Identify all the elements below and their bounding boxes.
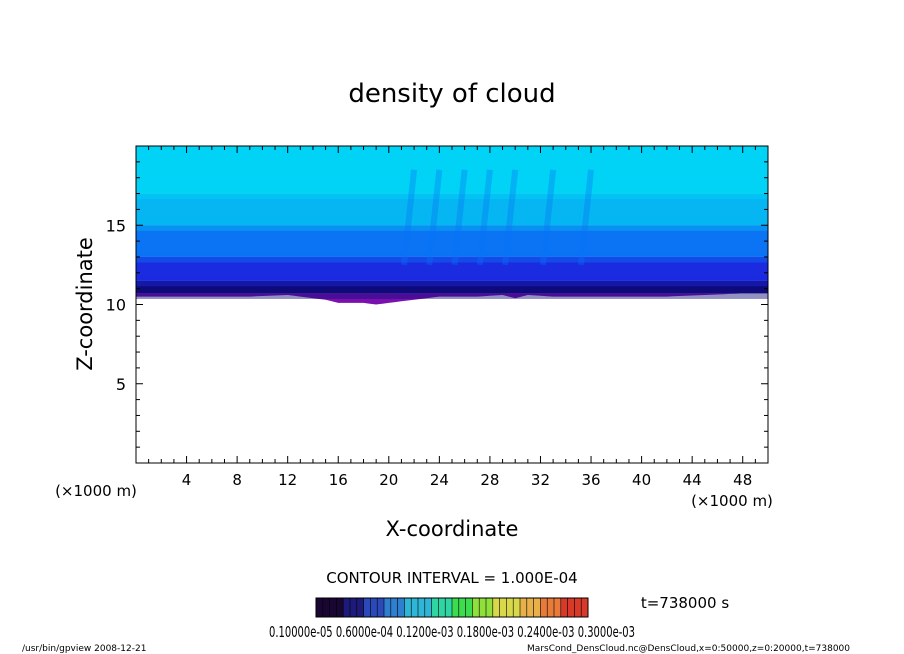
colorbar-swatch [336, 598, 344, 617]
contour-streak [502, 169, 519, 266]
colorbar-swatch [581, 598, 589, 617]
colorbar-swatch [329, 598, 337, 617]
contour-streak [476, 169, 493, 266]
contour-band-high [136, 280, 768, 294]
colorbar-swatch [486, 598, 494, 617]
y-axis: 5 10 15 [106, 161, 768, 448]
x-tick-label: 24 [430, 471, 449, 489]
band-blend [136, 188, 768, 200]
plot-area [136, 146, 768, 305]
colorbar-swatch [554, 598, 562, 617]
colorbar-swatch [465, 598, 473, 617]
contour-band-medium [136, 225, 768, 257]
chart-title: density of cloud [348, 79, 555, 109]
x-tick-label: 40 [632, 471, 651, 489]
colorbar-swatch [363, 598, 371, 617]
x-tick-label: 16 [329, 471, 348, 489]
colorbar-swatch [540, 598, 548, 617]
colorbar-swatch [492, 598, 501, 617]
x-tick-label: 48 [733, 471, 752, 489]
x-tick-label: 28 [480, 471, 499, 489]
colorbar-swatch [377, 598, 385, 617]
contour-streak [400, 169, 418, 266]
footer-left: /usr/bin/gpview 2008-12-21 [22, 644, 146, 654]
colorbar-swatch [411, 598, 419, 617]
contour-streak [540, 169, 557, 266]
colorbar-swatch [533, 598, 541, 617]
x-axis: 4 8 12 16 20 24 28 32 36 40 44 48 [148, 146, 756, 489]
colorbar-swatch [445, 598, 453, 617]
contour-band-highest [136, 293, 768, 305]
contour-streaks [136, 169, 768, 299]
colorbar-swatch [418, 598, 426, 617]
colorbar-swatch [458, 598, 467, 617]
colorbar-swatch [513, 598, 521, 617]
colorbar-swatch [438, 598, 446, 617]
x-tick-label: 4 [182, 471, 192, 489]
contour-streak [577, 169, 595, 266]
colorbar-labels: 0.10000e-05 0.6000e-04 0.1200e-03 0.1800… [269, 623, 635, 641]
y-axis-label: Z-coordinate [73, 237, 97, 371]
colorbar-swatch [520, 598, 528, 617]
x-tick-label: 12 [278, 471, 297, 489]
colorbar-swatch [499, 598, 507, 617]
band-blend [136, 219, 768, 231]
colorbar-swatch [397, 598, 405, 617]
contour-band-medium-high [136, 256, 768, 281]
colorbar-swatch [547, 598, 555, 617]
colorbar-swatch [316, 598, 324, 617]
colorbar-swatch [350, 598, 358, 617]
y-tick-label: 15 [106, 216, 126, 235]
x-tick-label: 8 [232, 471, 242, 489]
colorbar-swatch [567, 598, 575, 617]
colorbar-swatch [431, 598, 439, 617]
colorbar-swatch [343, 598, 351, 617]
x-unit-label: (×1000 m) [691, 492, 773, 510]
contour-band-low [136, 193, 768, 226]
colorbar-swatch [384, 598, 392, 617]
x-tick-label: 44 [683, 471, 702, 489]
y-unit-label: (×1000 m) [55, 482, 137, 500]
y-tick-label: 10 [106, 296, 126, 315]
x-tick-label: 20 [379, 471, 398, 489]
colorbar-swatch [404, 598, 412, 617]
band-blend [136, 251, 768, 263]
colorbar-swatch [322, 598, 331, 617]
x-tick-label: 32 [531, 471, 550, 489]
x-tick-label: 36 [581, 471, 600, 489]
colorbar-swatch [390, 598, 399, 617]
x-axis-label: X-coordinate [386, 517, 519, 541]
colorbar-swatch [560, 598, 569, 617]
colorbar-frame [315, 597, 589, 618]
colorbar-swatch [356, 598, 365, 617]
colorbar-swatch [472, 598, 480, 617]
colorbar-swatch [424, 598, 433, 617]
contour-streak [426, 169, 443, 266]
colorbar-swatch [526, 598, 535, 617]
contour-bands [136, 146, 768, 305]
contour-band-lowest [136, 146, 768, 194]
colorbar [315, 598, 589, 617]
y-tick-label: 5 [116, 375, 126, 394]
contour-streak [451, 169, 468, 266]
contour-interval-text: CONTOUR INTERVAL = 1.000E-04 [326, 569, 577, 587]
band-blend [136, 287, 768, 299]
colorbar-swatch [574, 598, 582, 617]
band-blend [136, 275, 768, 287]
colorbar-swatch [452, 598, 460, 617]
colorbar-swatch [506, 598, 514, 617]
colorbar-swatch [370, 598, 378, 617]
time-label: t=738000 s [641, 594, 729, 612]
colorbar-swatch [479, 598, 487, 617]
footer-right: MarsCond_DensCloud.nc@DensCloud,x=0:5000… [527, 644, 850, 654]
